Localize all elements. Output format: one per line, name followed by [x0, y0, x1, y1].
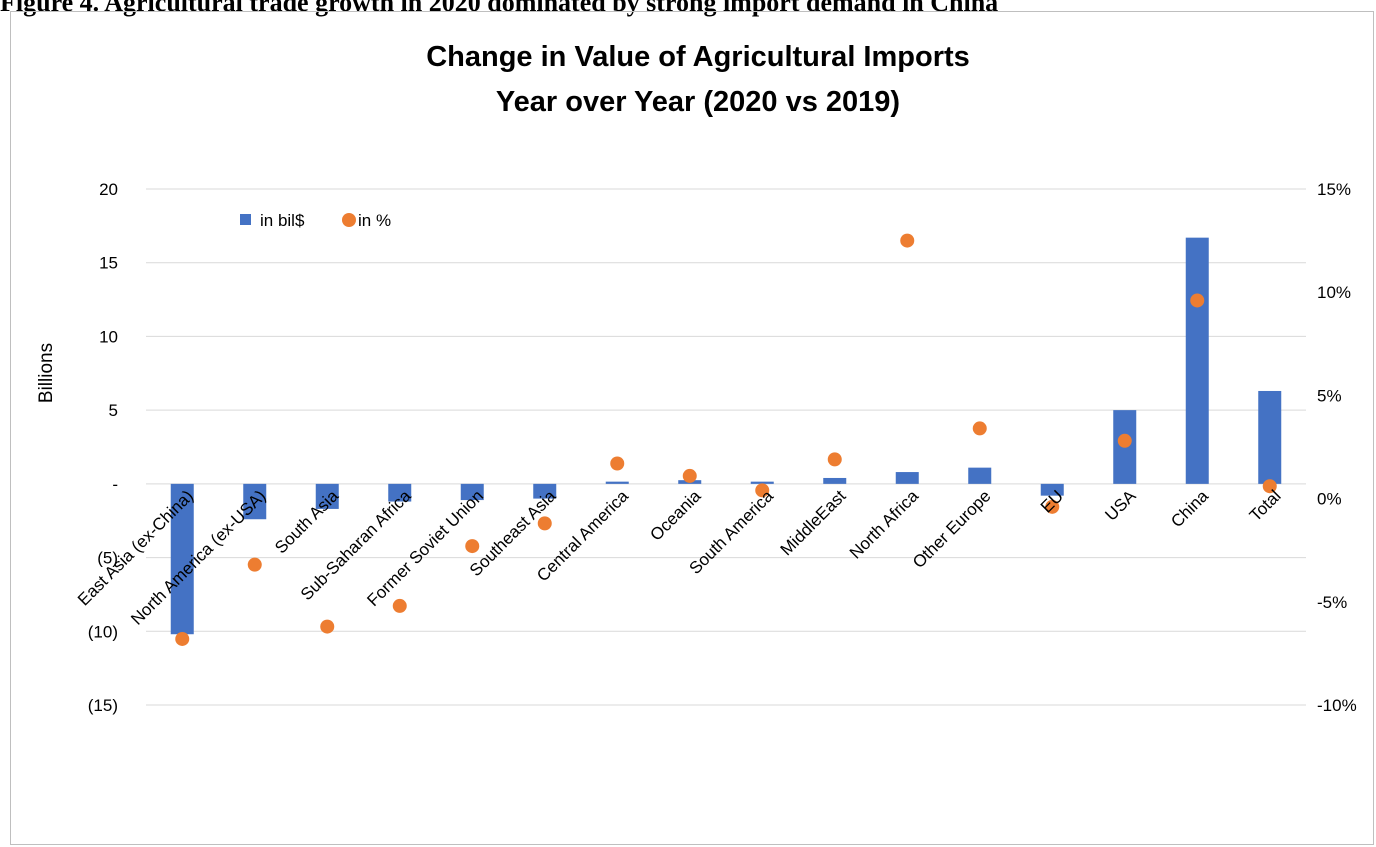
dot: [755, 483, 770, 498]
bar: [823, 477, 847, 484]
dot: [682, 468, 697, 483]
dot-layer: [175, 233, 1277, 646]
category-label: China: [1167, 486, 1212, 531]
legend-bar-swatch: [240, 214, 251, 225]
bar: [968, 467, 992, 484]
bar: [1040, 483, 1064, 496]
bar-layer: [170, 237, 1282, 635]
category-label: South Asia: [271, 486, 342, 557]
dot: [320, 619, 335, 634]
category-label: Oceania: [646, 486, 705, 545]
dot: [1117, 433, 1132, 448]
category-label: USA: [1101, 486, 1140, 525]
dot: [1262, 479, 1277, 494]
legend-dot-swatch: [342, 213, 356, 227]
dot: [900, 233, 915, 248]
y-right-tick-label: -10%: [1317, 696, 1357, 715]
dot: [827, 452, 842, 467]
bar: [1258, 390, 1282, 484]
grid-layer: [146, 188, 1306, 706]
dot: [465, 539, 480, 554]
figure-caption: Figure 4. Agricultural trade growth in 2…: [0, 0, 999, 17]
category-label: Total: [1246, 486, 1285, 525]
dot: [537, 516, 552, 531]
chart-frame: [10, 11, 1374, 845]
y-right-tick-label: 15%: [1317, 180, 1351, 199]
dot: [1045, 499, 1060, 514]
dot: [972, 421, 987, 436]
bar: [750, 481, 774, 484]
y-left-tick-label: 10: [99, 327, 118, 346]
legend-bar-label: in bil$: [260, 211, 305, 230]
bar: [388, 483, 412, 502]
bar: [1185, 237, 1209, 484]
chart-title-line-2: Year over Year (2020 vs 2019): [496, 86, 900, 118]
y-left-tick-label: -: [112, 475, 118, 494]
bar: [170, 483, 194, 635]
dot: [247, 557, 262, 572]
y-right-tick-label: 5%: [1317, 386, 1342, 405]
y-right-tick-label: 0%: [1317, 490, 1342, 509]
category-label: North Africa: [846, 486, 923, 563]
bar: [243, 483, 267, 520]
y-axis-title: Billions: [36, 343, 57, 403]
y-left-tick-label: 5: [109, 401, 118, 420]
dot: [610, 456, 625, 471]
label-layer: 2015105-(5)(10)(15)15%10%5%0%-5%-10%East…: [74, 180, 1357, 715]
dot: [1190, 293, 1205, 308]
bar: [460, 483, 484, 501]
category-label: Other Europe: [909, 486, 995, 572]
dot: [392, 598, 407, 613]
bar: [605, 481, 629, 484]
legend-dot-label: in %: [358, 211, 391, 230]
chart-title-line-1: Change in Value of Agricultural Imports: [426, 41, 970, 73]
y-left-tick-label: 20: [99, 180, 118, 199]
dot: [175, 631, 190, 646]
bar: [315, 483, 339, 509]
y-left-tick-label: (10): [88, 622, 118, 641]
y-left-tick-label: (15): [88, 696, 118, 715]
bar: [533, 483, 557, 499]
y-right-tick-label: -5%: [1317, 593, 1347, 612]
y-left-tick-label: (5): [97, 549, 118, 568]
legend: in bil$ in %: [240, 211, 391, 230]
y-left-tick-label: 15: [99, 254, 118, 273]
bar: [895, 472, 919, 484]
y-right-tick-label: 10%: [1317, 283, 1351, 302]
category-label: MiddleEast: [777, 486, 850, 559]
